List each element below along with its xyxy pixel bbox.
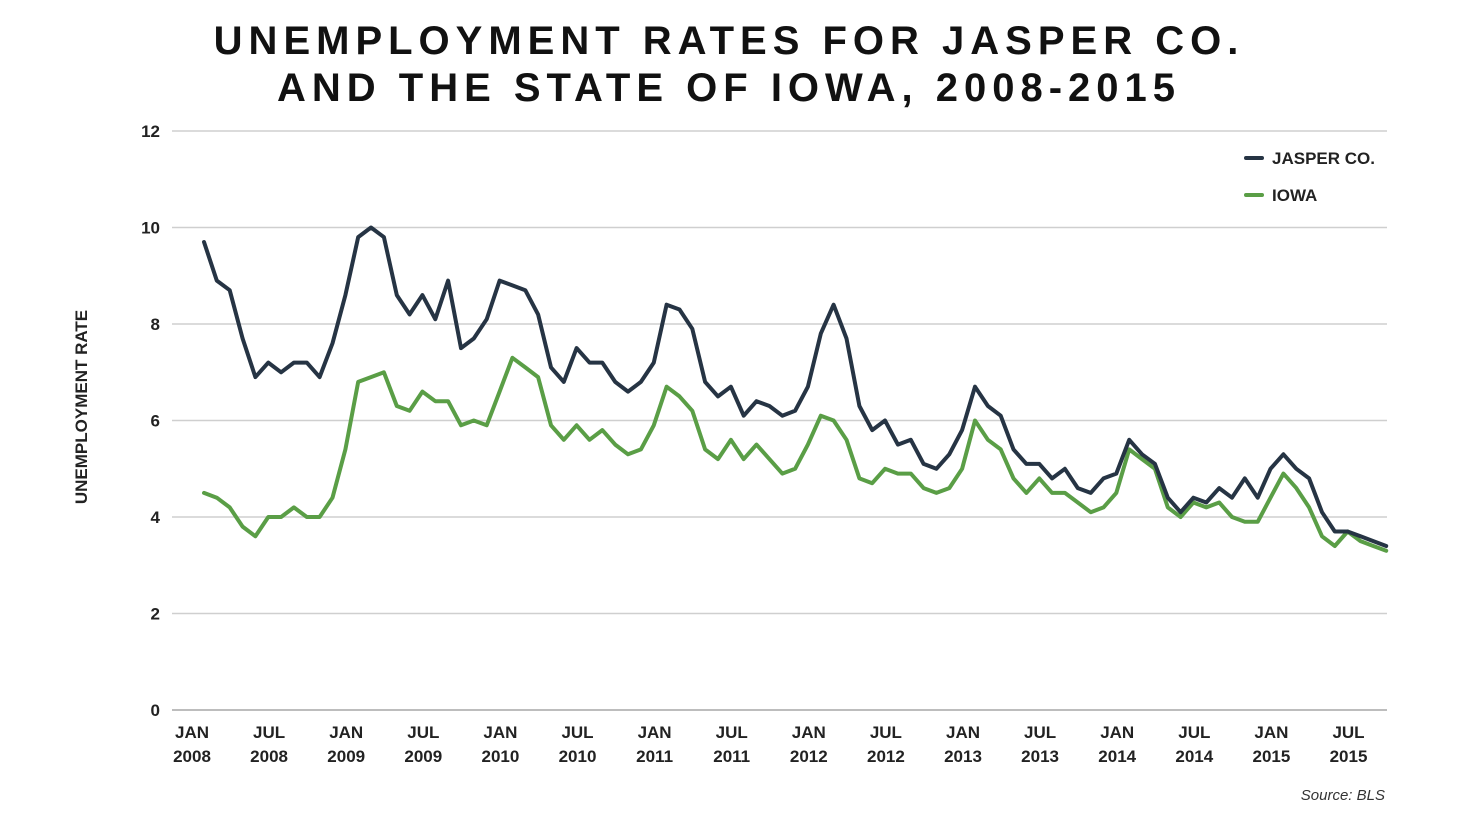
x-tick-year: 2010 xyxy=(559,747,597,766)
x-axis-ticks: JAN 2008 JUL 2008 JAN 2009 JUL 2009 JAN 2010 JUL 20… xyxy=(173,723,1367,766)
x-tick: JAN 2012 xyxy=(790,723,828,766)
chart-title: UNEMPLOYMENT RATES FOR JASPER CO. AND TH… xyxy=(0,18,1458,112)
x-tick: JUL 2011 xyxy=(713,723,750,766)
x-tick-year: 2015 xyxy=(1330,747,1368,766)
x-tick-month: JAN xyxy=(1100,723,1134,742)
x-tick-year: 2015 xyxy=(1252,747,1290,766)
x-tick-year: 2009 xyxy=(404,747,442,766)
x-tick: JUL 2012 xyxy=(867,723,905,766)
y-tick-label: 4 xyxy=(151,508,161,527)
x-tick: JAN 2010 xyxy=(481,723,519,766)
x-tick-month: JAN xyxy=(329,723,363,742)
gridlines xyxy=(172,130,1387,711)
x-tick-month: JUL xyxy=(407,723,439,742)
x-tick-month: JUL xyxy=(1024,723,1056,742)
x-tick: JAN 2011 xyxy=(636,723,673,766)
x-tick: JUL 2008 xyxy=(250,723,288,766)
x-tick-year: 2013 xyxy=(944,747,982,766)
x-tick-month: JAN xyxy=(483,723,517,742)
x-tick: JUL 2015 xyxy=(1330,723,1368,766)
x-tick-month: JAN xyxy=(946,723,980,742)
source-note: Source: BLS xyxy=(1300,787,1385,804)
x-tick: JUL 2013 xyxy=(1021,723,1059,766)
x-tick-year: 2014 xyxy=(1175,747,1213,766)
legend-label: IOWA xyxy=(1272,186,1317,205)
x-tick-month: JUL xyxy=(1178,723,1210,742)
x-tick-year: 2009 xyxy=(327,747,365,766)
x-tick-month: JAN xyxy=(1254,723,1288,742)
y-tick-label: 2 xyxy=(151,605,160,624)
x-tick-month: JAN xyxy=(175,723,209,742)
x-tick-year: 2011 xyxy=(636,747,673,766)
x-tick: JAN 2013 xyxy=(944,723,982,766)
x-tick-month: JAN xyxy=(638,723,672,742)
chart-title-line-2: AND THE STATE OF IOWA, 2008-2015 xyxy=(276,66,1181,110)
legend-item: IOWA xyxy=(1244,186,1317,205)
series-line-jasper xyxy=(202,225,1389,548)
legend-item: JASPER CO. xyxy=(1244,149,1375,168)
x-tick: JUL 2014 xyxy=(1175,723,1213,766)
x-tick-year: 2008 xyxy=(250,747,288,766)
x-tick-year: 2011 xyxy=(713,747,750,766)
y-tick-label: 12 xyxy=(141,122,160,141)
x-tick: JUL 2009 xyxy=(404,723,442,766)
legend: JASPER CO. IOWA xyxy=(1244,149,1375,205)
x-tick-month: JAN xyxy=(792,723,826,742)
x-tick-month: JUL xyxy=(561,723,593,742)
series-lines xyxy=(202,225,1389,553)
x-tick: JAN 2009 xyxy=(327,723,365,766)
y-axis-label: UNEMPLOYMENT RATE xyxy=(72,310,91,504)
y-axis-ticks: 0 2 4 6 8 10 12 xyxy=(141,122,160,720)
x-tick-month: JUL xyxy=(253,723,285,742)
x-tick: JAN 2008 xyxy=(173,723,211,766)
y-tick-label: 8 xyxy=(151,315,160,334)
x-tick-year: 2012 xyxy=(790,747,828,766)
x-tick: JAN 2014 xyxy=(1098,723,1136,766)
legend-label: JASPER CO. xyxy=(1272,149,1375,168)
series-line-iowa xyxy=(202,355,1389,553)
x-tick-month: JUL xyxy=(870,723,902,742)
x-tick-year: 2013 xyxy=(1021,747,1059,766)
y-tick-label: 10 xyxy=(141,219,160,238)
x-tick-month: JUL xyxy=(716,723,748,742)
x-tick: JUL 2010 xyxy=(559,723,597,766)
x-tick-year: 2010 xyxy=(481,747,519,766)
x-tick-year: 2012 xyxy=(867,747,905,766)
y-tick-label: 6 xyxy=(151,412,160,431)
x-tick-year: 2014 xyxy=(1098,747,1136,766)
x-tick-year: 2008 xyxy=(173,747,211,766)
y-tick-label: 0 xyxy=(151,701,160,720)
chart-title-line-1: UNEMPLOYMENT RATES FOR JASPER CO. xyxy=(213,19,1245,63)
x-tick-month: JUL xyxy=(1332,723,1364,742)
x-tick: JAN 2015 xyxy=(1252,723,1290,766)
